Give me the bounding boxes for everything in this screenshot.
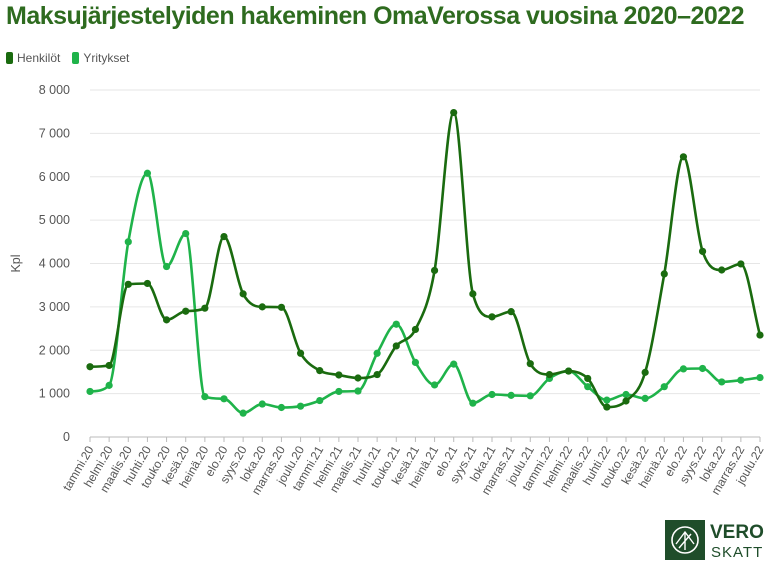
data-point-henkilot[interactable] bbox=[718, 266, 726, 274]
data-point-henkilot[interactable] bbox=[698, 247, 707, 255]
data-point-yritykset[interactable] bbox=[507, 391, 515, 399]
data-point-henkilot[interactable] bbox=[335, 371, 343, 379]
data-point-henkilot[interactable] bbox=[124, 280, 132, 288]
data-point-yritykset[interactable] bbox=[526, 392, 534, 400]
data-point-henkilot[interactable] bbox=[105, 361, 113, 370]
data-point-henkilot[interactable] bbox=[430, 266, 439, 275]
series-group bbox=[86, 108, 764, 417]
data-point-yritykset[interactable] bbox=[584, 383, 592, 391]
data-point-yritykset[interactable] bbox=[488, 390, 496, 399]
y-axis-ticks: 0 1 000 2 000 3 000 4 000 5 000 6 000 7 000 8 00… bbox=[39, 83, 70, 444]
data-point-henkilot[interactable] bbox=[201, 304, 209, 312]
data-point-yritykset[interactable] bbox=[354, 387, 362, 395]
data-point-yritykset[interactable] bbox=[105, 381, 113, 389]
series-line-yritykset bbox=[89, 172, 761, 415]
data-point-yritykset[interactable] bbox=[258, 400, 266, 408]
data-point-yritykset[interactable] bbox=[296, 402, 305, 410]
data-point-yritykset[interactable] bbox=[143, 169, 152, 177]
data-point-henkilot[interactable] bbox=[526, 360, 534, 368]
legend-label-henkilot: Henkilöt bbox=[17, 51, 61, 65]
chart-title: Maksujärjestelyiden hakeminen OmaVerossa… bbox=[6, 2, 745, 30]
data-point-henkilot[interactable] bbox=[450, 108, 458, 117]
y-tick-label: 6 000 bbox=[39, 170, 70, 184]
data-point-yritykset[interactable] bbox=[277, 403, 286, 412]
data-point-yritykset[interactable] bbox=[718, 378, 726, 386]
y-tick-label: 3 000 bbox=[39, 300, 70, 314]
data-point-yritykset[interactable] bbox=[162, 262, 171, 271]
data-point-yritykset[interactable] bbox=[411, 358, 420, 366]
data-point-henkilot[interactable] bbox=[584, 374, 592, 383]
data-point-henkilot[interactable] bbox=[143, 279, 152, 288]
data-point-yritykset[interactable] bbox=[622, 390, 630, 399]
data-point-henkilot[interactable] bbox=[373, 370, 381, 379]
data-point-henkilot[interactable] bbox=[277, 303, 286, 311]
legend-label-yritykset: Yritykset bbox=[83, 51, 130, 65]
legend: Henkilöt Yritykset bbox=[6, 51, 129, 65]
data-point-yritykset[interactable] bbox=[450, 360, 458, 368]
data-point-henkilot[interactable] bbox=[507, 308, 515, 316]
data-point-henkilot[interactable] bbox=[239, 290, 247, 298]
data-point-henkilot[interactable] bbox=[392, 342, 400, 350]
data-point-yritykset[interactable] bbox=[335, 387, 343, 396]
data-point-henkilot[interactable] bbox=[660, 270, 668, 278]
data-point-yritykset[interactable] bbox=[679, 365, 688, 373]
data-point-yritykset[interactable] bbox=[392, 320, 400, 328]
line-chart: 0 1 000 2 000 3 000 4 000 5 000 6 000 7 000 8 00… bbox=[9, 83, 767, 497]
data-point-henkilot[interactable] bbox=[737, 260, 745, 268]
data-point-yritykset[interactable] bbox=[756, 373, 764, 382]
data-point-henkilot[interactable] bbox=[545, 370, 554, 379]
y-axis-label: Kpl bbox=[9, 254, 23, 272]
legend-swatch-yritykset bbox=[72, 52, 80, 64]
data-point-henkilot[interactable] bbox=[411, 325, 420, 334]
data-point-henkilot[interactable] bbox=[220, 233, 228, 241]
data-point-henkilot[interactable] bbox=[622, 397, 630, 405]
data-point-yritykset[interactable] bbox=[737, 376, 745, 384]
y-tick-label: 5 000 bbox=[39, 213, 70, 227]
data-point-henkilot[interactable] bbox=[182, 307, 190, 315]
data-point-yritykset[interactable] bbox=[201, 393, 209, 401]
logo-text-vero: VERO bbox=[710, 522, 764, 543]
data-point-yritykset[interactable] bbox=[182, 229, 190, 238]
y-tick-label: 0 bbox=[63, 430, 70, 444]
legend-swatch-henkilot bbox=[6, 52, 13, 64]
logo-text-skatt: SKATT bbox=[711, 544, 763, 560]
data-point-henkilot[interactable] bbox=[603, 403, 611, 411]
y-tick-label: 4 000 bbox=[39, 257, 70, 271]
data-point-henkilot[interactable] bbox=[316, 367, 324, 375]
data-point-yritykset[interactable] bbox=[469, 399, 477, 407]
data-point-yritykset[interactable] bbox=[603, 396, 611, 404]
series-henkilot bbox=[86, 108, 764, 411]
data-point-yritykset[interactable] bbox=[220, 395, 228, 403]
y-tick-label: 7 000 bbox=[39, 126, 70, 140]
y-tick-label: 1 000 bbox=[39, 387, 70, 401]
data-point-henkilot[interactable] bbox=[258, 303, 266, 311]
data-point-yritykset[interactable] bbox=[316, 396, 324, 405]
data-point-henkilot[interactable] bbox=[679, 153, 688, 161]
y-tick-label: 8 000 bbox=[39, 83, 70, 97]
data-point-yritykset[interactable] bbox=[641, 394, 649, 402]
legend-item-yritykset[interactable]: Yritykset bbox=[72, 51, 129, 65]
data-point-yritykset[interactable] bbox=[660, 383, 668, 391]
data-point-henkilot[interactable] bbox=[488, 313, 496, 321]
data-point-henkilot[interactable] bbox=[296, 349, 305, 357]
y-tick-label: 2 000 bbox=[39, 343, 70, 357]
data-point-yritykset[interactable] bbox=[373, 349, 381, 357]
data-point-henkilot[interactable] bbox=[564, 367, 573, 375]
data-point-henkilot[interactable] bbox=[756, 331, 764, 339]
data-point-henkilot[interactable] bbox=[162, 316, 171, 324]
data-point-yritykset[interactable] bbox=[239, 409, 247, 417]
data-point-henkilot[interactable] bbox=[469, 290, 477, 298]
data-point-henkilot[interactable] bbox=[641, 368, 649, 376]
series-yritykset bbox=[86, 169, 764, 417]
data-point-henkilot[interactable] bbox=[354, 374, 362, 382]
vero-skatt-logo: VERO SKATT bbox=[665, 520, 764, 560]
data-point-yritykset[interactable] bbox=[124, 238, 132, 246]
data-point-yritykset[interactable] bbox=[430, 381, 439, 389]
data-point-henkilot[interactable] bbox=[86, 363, 94, 371]
legend-item-henkilot[interactable]: Henkilöt bbox=[6, 51, 60, 65]
x-axis: tammi.20helmi.20maalis.20huhti.20touko.2… bbox=[60, 437, 767, 497]
data-point-yritykset[interactable] bbox=[86, 387, 94, 396]
data-point-yritykset[interactable] bbox=[698, 364, 707, 373]
